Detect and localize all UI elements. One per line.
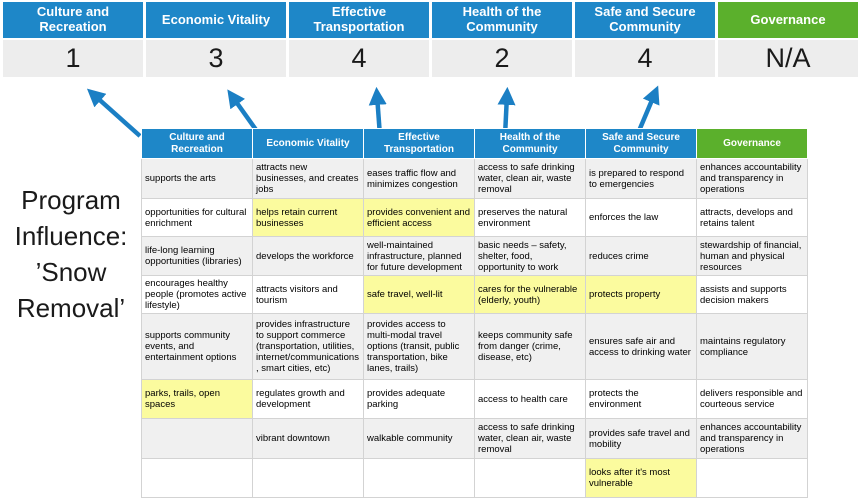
matrix-cell-r7-c3: walkable community xyxy=(363,418,475,459)
matrix-cell-r6-c3: provides adequate parking xyxy=(363,379,475,419)
up-arrow-icon-2 xyxy=(227,89,261,136)
score-safe: 4 xyxy=(575,40,715,77)
matrix-cell-r3-c6: stewardship of financial, human and phys… xyxy=(696,236,808,276)
matrix-row-3: life-long learning opportunities (librar… xyxy=(141,236,808,276)
matrix-cell-r2-c6: attracts, develops and retains talent xyxy=(696,198,808,237)
matrix-cell-r2-c4: preserves the natural environment xyxy=(474,198,586,237)
matrix-cell-r7-c4: access to safe drinking water, clean air… xyxy=(474,418,586,459)
matrix-cell-r6-c6: delivers responsible and courteous servi… xyxy=(696,379,808,419)
matrix-cell-r6-c2: regulates growth and development xyxy=(252,379,364,419)
summary-header-culture: Culture and Recreation xyxy=(3,2,143,38)
matrix-cell-r8-c2 xyxy=(252,458,364,498)
matrix-cell-r5-c4: keeps community safe from danger (crime,… xyxy=(474,313,586,380)
matrix-cell-r7-c1 xyxy=(141,418,253,459)
matrix-cell-r8-c1 xyxy=(141,458,253,498)
matrix-cell-r6-c5: protects the environment xyxy=(585,379,697,419)
score-transportation: 4 xyxy=(289,40,429,77)
matrix-cell-r8-c4 xyxy=(474,458,586,498)
matrix-cell-r8-c6 xyxy=(696,458,808,498)
matrix-cell-r1-c3: eases traffic flow and minimizes congest… xyxy=(363,158,475,199)
matrix-row-4: encourages healthy people (promotes acti… xyxy=(141,275,808,314)
matrix-row-7: vibrant downtown walkable community access… xyxy=(141,418,808,459)
summary-header-health: Health of the Community xyxy=(432,2,572,38)
matrix-cell-r4-c3: safe travel, well-lit xyxy=(363,275,475,314)
matrix-header-5: Governance xyxy=(696,128,808,159)
matrix-cell-r1-c1: supports the arts xyxy=(141,158,253,199)
matrix-cell-r7-c6: enhances accountability and transparency… xyxy=(696,418,808,459)
matrix-cell-r1-c6: enhances accountability and transparency… xyxy=(696,158,808,199)
matrix-cell-r2-c1: opportunities for cultural enrichment xyxy=(141,198,253,237)
matrix-cell-r6-c4: access to health care xyxy=(474,379,586,419)
matrix-cell-r8-c5: looks after it's most vulnerable xyxy=(585,458,697,498)
summary-header-row: Culture and Recreation Economic Vitality… xyxy=(3,2,858,38)
matrix-cell-r5-c3: provides access to multi-modal travel op… xyxy=(363,313,475,380)
summary-header-safe: Safe and Secure Community xyxy=(575,2,715,38)
matrix-cell-r3-c3: well-maintained infrastructure, planned … xyxy=(363,236,475,276)
matrix-header-0: Culture and Recreation xyxy=(141,128,253,159)
matrix-cell-r8-c3 xyxy=(363,458,475,498)
matrix-cell-r1-c2: attracts new businesses, and creates job… xyxy=(252,158,364,199)
matrix-cell-r7-c5: provides safe travel and mobility xyxy=(585,418,697,459)
matrix-row-5: supports community events, and entertain… xyxy=(141,313,808,380)
score-health: 2 xyxy=(432,40,572,77)
matrix-header-4: Safe and Secure Community xyxy=(585,128,697,159)
matrix-cell-r2-c5: enforces the law xyxy=(585,198,697,237)
matrix-cell-r5-c1: supports community events, and entertain… xyxy=(141,313,253,380)
matrix-header-2: Effective Transportation xyxy=(363,128,475,159)
up-arrow-icon-1 xyxy=(86,88,142,138)
score-governance: N/A xyxy=(718,40,858,77)
summary-header-transportation: Effective Transportation xyxy=(289,2,429,38)
matrix-row-2: opportunities for cultural enrichment hel… xyxy=(141,198,808,237)
summary-header-economic: Economic Vitality xyxy=(146,2,286,38)
score-culture: 1 xyxy=(3,40,143,77)
matrix-cell-r3-c1: life-long learning opportunities (librar… xyxy=(141,236,253,276)
matrix-cell-r5-c6: maintains regulatory compliance xyxy=(696,313,808,380)
matrix-cell-r4-c5: protects property xyxy=(585,275,697,314)
influence-matrix: Culture and Recreation Economic Vitality E… xyxy=(141,128,808,498)
matrix-row-6: parks, trails, open spaces regulates grow… xyxy=(141,379,808,419)
matrix-header-row: Culture and Recreation Economic Vitality E… xyxy=(141,128,808,159)
matrix-cell-r4-c6: assists and supports decision makers xyxy=(696,275,808,314)
program-influence-label: Program Influence: ’Snow Removal’ xyxy=(14,185,128,323)
matrix-cell-r3-c2: develops the workforce xyxy=(252,236,364,276)
matrix-cell-r3-c5: reduces crime xyxy=(585,236,697,276)
matrix-cell-r2-c3: provides convenient and efficient access xyxy=(363,198,475,237)
matrix-cell-r1-c5: is prepared to respond to emergencies xyxy=(585,158,697,199)
matrix-row-1: supports the arts attracts new businesses… xyxy=(141,158,808,199)
matrix-cell-r7-c2: vibrant downtown xyxy=(252,418,364,459)
matrix-cell-r6-c1: parks, trails, open spaces xyxy=(141,379,253,419)
score-economic: 3 xyxy=(146,40,286,77)
matrix-cell-r5-c5: ensures safe air and access to drinking … xyxy=(585,313,697,380)
matrix-cell-r4-c4: cares for the vulnerable (elderly, youth… xyxy=(474,275,586,314)
summary-header-governance: Governance xyxy=(718,2,858,38)
matrix-cell-r4-c1: encourages healthy people (promotes acti… xyxy=(141,275,253,314)
matrix-cell-r5-c2: provides infrastructure to support comme… xyxy=(252,313,364,380)
matrix-cell-r3-c4: basic needs – safety, shelter, food, opp… xyxy=(474,236,586,276)
matrix-header-3: Health of the Community xyxy=(474,128,586,159)
summary-score-row: 1 3 4 2 4 N/A xyxy=(3,40,858,77)
matrix-cell-r4-c2: attracts visitors and tourism xyxy=(252,275,364,314)
matrix-header-1: Economic Vitality xyxy=(252,128,364,159)
matrix-row-8: looks after it's most vulnerable xyxy=(141,458,808,498)
matrix-cell-r2-c2: helps retain current businesses xyxy=(252,198,364,237)
matrix-cell-r1-c4: access to safe drinking water, clean air… xyxy=(474,158,586,199)
